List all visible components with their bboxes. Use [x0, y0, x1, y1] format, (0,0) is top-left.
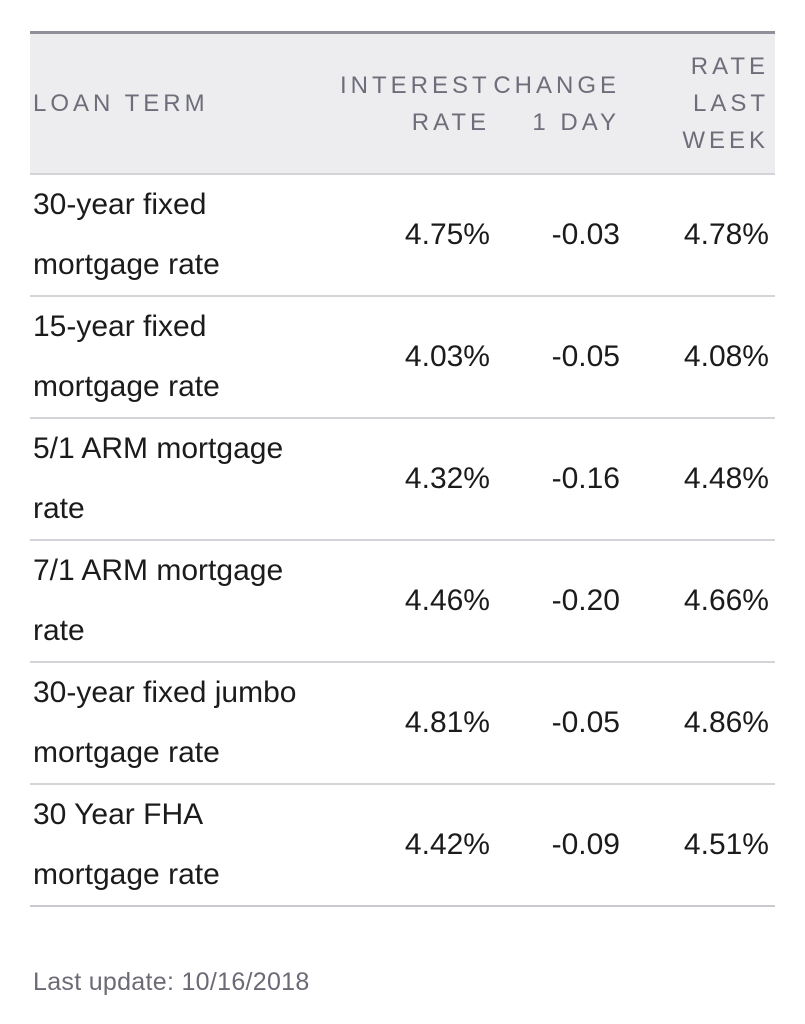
table-body: 30-year fixed mortgage rate 4.75% -0.03 …: [30, 174, 775, 906]
change-1-day-cell: -0.20: [551, 584, 620, 617]
loan-term-cell: 15-year fixed mortgage rate: [33, 310, 220, 403]
rate-last-week-cell: 4.66%: [683, 584, 769, 617]
change-1-day-cell: -0.09: [551, 828, 620, 861]
table-row: 30-year fixed mortgage rate 4.75% -0.03 …: [30, 174, 775, 296]
change-1-day-cell: -0.05: [551, 706, 620, 739]
change-1-day-cell: -0.05: [551, 340, 620, 373]
interest-rate-cell: 4.75%: [404, 218, 490, 251]
change-1-day-cell: -0.16: [551, 462, 620, 495]
interest-rate-cell: 4.46%: [404, 584, 490, 617]
header-row: LOAN TERM INTEREST RATE CHANGE 1 DAY RAT…: [30, 32, 775, 174]
table-row: 30-year fixed jumbo mortgage rate 4.81% …: [30, 662, 775, 784]
loan-term-cell: 30-year fixed mortgage rate: [33, 188, 220, 281]
rate-last-week-cell: 4.51%: [683, 828, 769, 861]
column-header-loan-term: LOAN TERM: [33, 90, 209, 117]
table-row: 5/1 ARM mortgage rate 4.32% -0.16 4.48%: [30, 418, 775, 540]
rate-last-week-cell: 4.86%: [683, 706, 769, 739]
rate-last-week-cell: 4.48%: [683, 462, 769, 495]
loan-term-cell: 30-year fixed jumbo mortgage rate: [33, 676, 297, 769]
table-header: LOAN TERM INTEREST RATE CHANGE 1 DAY RAT…: [30, 32, 775, 174]
change-1-day-cell: -0.03: [551, 218, 620, 251]
loan-term-cell: 5/1 ARM mortgage rate: [33, 432, 284, 525]
rate-last-week-cell: 4.08%: [683, 340, 769, 373]
interest-rate-cell: 4.81%: [404, 706, 490, 739]
interest-rate-cell: 4.32%: [404, 462, 490, 495]
interest-rate-cell: 4.42%: [404, 828, 490, 861]
column-header-rate-last-week: RATE LAST WEEK: [682, 53, 769, 154]
table-row: 30 Year FHA mortgage rate 4.42% -0.09 4.…: [30, 784, 775, 906]
column-header-interest-rate: INTEREST RATE: [340, 71, 491, 136]
rate-last-week-cell: 4.78%: [683, 218, 769, 251]
column-header-change-1-day: CHANGE 1 DAY: [493, 71, 620, 136]
last-update-text: Last update: 10/16/2018: [33, 968, 310, 996]
interest-rate-cell: 4.03%: [404, 340, 490, 373]
loan-term-cell: 7/1 ARM mortgage rate: [33, 554, 284, 647]
mortgage-rates-table: LOAN TERM INTEREST RATE CHANGE 1 DAY RAT…: [30, 31, 775, 907]
table-row: 7/1 ARM mortgage rate 4.46% -0.20 4.66%: [30, 540, 775, 662]
loan-term-cell: 30 Year FHA mortgage rate: [33, 798, 220, 891]
table-row: 15-year fixed mortgage rate 4.03% -0.05 …: [30, 296, 775, 418]
mortgage-rates-widget: LOAN TERM INTEREST RATE CHANGE 1 DAY RAT…: [30, 31, 775, 907]
